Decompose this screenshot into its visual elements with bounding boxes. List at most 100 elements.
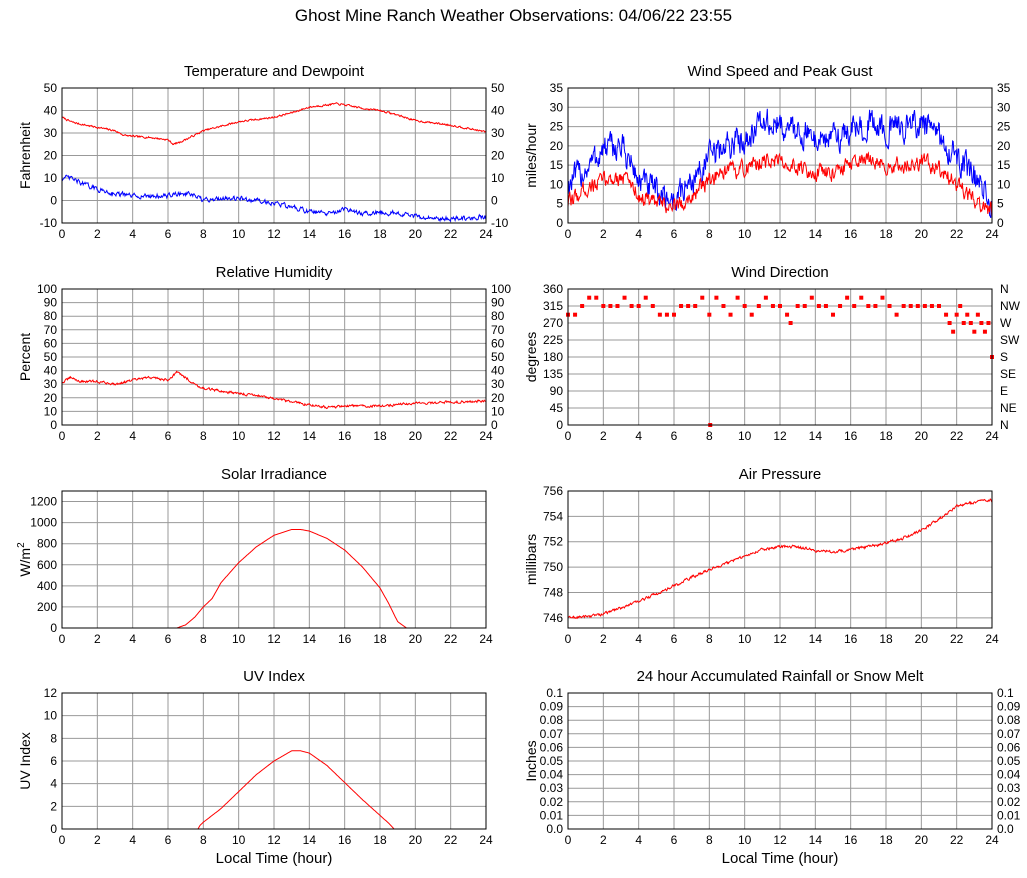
y-tick-label-right: 0.08	[997, 713, 1021, 727]
y-tick-label: 12	[44, 686, 58, 700]
x-tick-label: 24	[479, 632, 493, 646]
x-tick-label: 20	[409, 429, 423, 443]
compass-label: NE	[1000, 401, 1017, 415]
y-tick-label-right: 0.1	[997, 686, 1014, 700]
y-tick-label: 315	[543, 299, 563, 313]
y-tick-label: 135	[543, 367, 563, 381]
x-tick-label: 10	[232, 833, 246, 847]
data-point	[831, 312, 835, 317]
x-tick-label: 0	[565, 632, 572, 646]
y-tick-label: 35	[550, 81, 564, 95]
y-tick-label: 0	[556, 216, 563, 230]
data-point	[979, 321, 984, 325]
x-tick-label: 8	[706, 632, 713, 646]
data-point	[880, 295, 885, 300]
y-tick-label: 100	[37, 282, 57, 296]
chart-title: 24 hour Accumulated Rainfall or Snow Mel…	[637, 668, 925, 685]
data-point	[657, 312, 662, 317]
x-tick-label: 20	[409, 632, 423, 646]
x-tick-label: 18	[879, 429, 893, 443]
x-tick-label: 18	[879, 632, 893, 646]
data-point	[838, 304, 843, 308]
data-point	[908, 304, 913, 308]
y-tick-label-right: 40	[491, 104, 505, 118]
x-tick-label: 0	[59, 429, 66, 443]
series-line-air-pressure	[567, 498, 993, 620]
data-point	[894, 312, 899, 317]
data-point	[728, 312, 733, 317]
data-point	[866, 304, 871, 308]
series-line-dewpoint	[61, 174, 487, 223]
x-tick-label: 6	[165, 227, 172, 241]
x-tick-label: 0	[565, 833, 572, 847]
y-tick-label: 30	[44, 377, 58, 391]
x-tick-label: 8	[200, 632, 207, 646]
y-tick-label: 800	[37, 537, 57, 551]
chart-title: Solar Irradiance	[221, 466, 327, 483]
x-tick-label: 24	[985, 227, 999, 241]
x-tick-label: 12	[773, 429, 787, 443]
data-point	[785, 312, 790, 317]
x-tick-label: 24	[985, 833, 999, 847]
y-tick-label-right: 10	[491, 404, 505, 418]
x-tick-label: 22	[950, 227, 964, 241]
data-point	[944, 312, 949, 317]
y-tick-label-right: 10	[491, 171, 505, 185]
y-tick-label: 0.08	[540, 713, 564, 727]
y-tick-label-right: 20	[491, 149, 505, 163]
x-tick-label: 18	[879, 833, 893, 847]
y-tick-label: 50	[44, 350, 58, 364]
y-tick-label-right: 90	[491, 296, 505, 310]
x-tick-label: 10	[738, 429, 752, 443]
y-tick-label-right: 0.0	[997, 822, 1014, 836]
x-tick-label: 22	[950, 429, 964, 443]
data-point	[636, 304, 641, 308]
y-tick-label: 0	[556, 418, 563, 432]
data-point	[961, 321, 966, 325]
data-point	[587, 295, 592, 300]
y-tick-label: 750	[543, 560, 563, 574]
x-tick-label: 12	[267, 429, 281, 443]
x-tick-label: 6	[671, 429, 678, 443]
compass-label: N	[1000, 418, 1009, 432]
x-tick-label: 16	[338, 833, 352, 847]
y-tick-label: 10	[44, 171, 58, 185]
compass-label: NW	[1000, 299, 1021, 313]
y-tick-label: 1200	[30, 495, 57, 509]
y-tick-label: 2	[50, 799, 57, 813]
x-tick-label: 2	[94, 632, 101, 646]
data-point	[664, 312, 669, 317]
y-tick-label: 60	[44, 336, 58, 350]
x-tick-label: 6	[671, 833, 678, 847]
x-tick-label: 4	[635, 632, 642, 646]
x-tick-label: 18	[373, 227, 387, 241]
data-point	[922, 304, 927, 308]
plot-frame	[567, 288, 993, 426]
compass-label: W	[1000, 316, 1012, 330]
data-point	[763, 295, 768, 300]
chart-rain: 24 hour Accumulated Rainfall or Snow Mel…	[523, 668, 1021, 867]
page-title: Ghost Mine Ranch Weather Observations: 0…	[294, 6, 733, 25]
y-tick-label-right: 0	[997, 216, 1004, 230]
data-point	[650, 304, 655, 308]
x-tick-label: 14	[809, 227, 823, 241]
x-tick-label: 12	[773, 227, 787, 241]
y-tick-label-right: 25	[997, 120, 1011, 134]
data-point	[915, 304, 920, 308]
y-tick-label: 0.0	[546, 822, 563, 836]
y-tick-label-right: 0	[491, 194, 498, 208]
data-point	[788, 321, 793, 325]
y-tick-label-right: 100	[491, 282, 511, 296]
y-tick-label-right: 0.05	[997, 754, 1021, 768]
y-tick-label: 10	[550, 177, 564, 191]
plot-frame	[61, 288, 487, 426]
y-tick-label: 10	[44, 709, 58, 723]
x-tick-label: 20	[409, 227, 423, 241]
chart-title: Wind Speed and Peak Gust	[687, 63, 873, 80]
y-tick-label: 752	[543, 535, 563, 549]
compass-label: N	[1000, 282, 1009, 296]
